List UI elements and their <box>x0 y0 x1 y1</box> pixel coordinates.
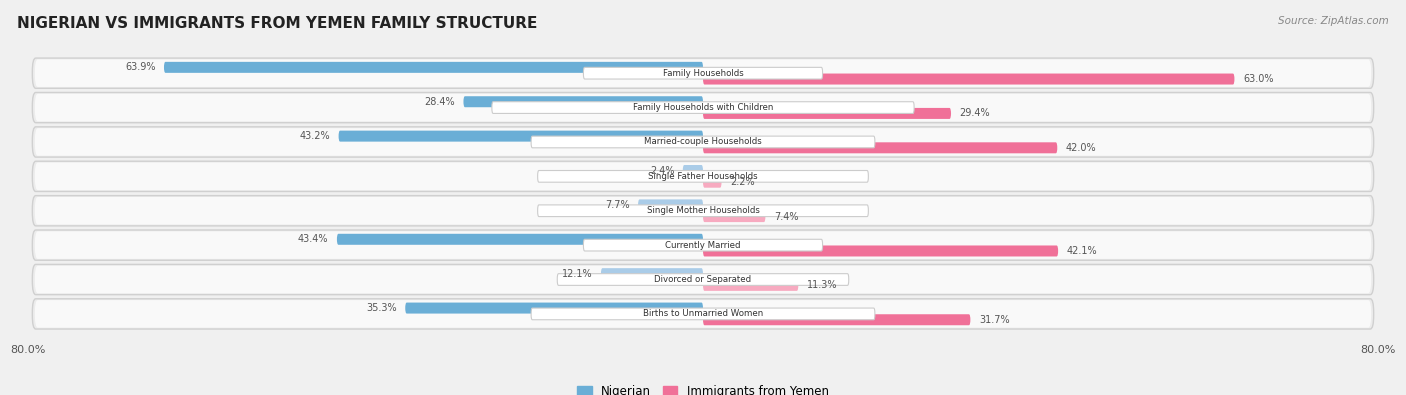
Text: Divorced or Separated: Divorced or Separated <box>654 275 752 284</box>
Text: Source: ZipAtlas.com: Source: ZipAtlas.com <box>1278 16 1389 26</box>
Text: 7.4%: 7.4% <box>773 212 799 222</box>
FancyBboxPatch shape <box>557 274 849 285</box>
FancyBboxPatch shape <box>35 300 1371 328</box>
Text: NIGERIAN VS IMMIGRANTS FROM YEMEN FAMILY STRUCTURE: NIGERIAN VS IMMIGRANTS FROM YEMEN FAMILY… <box>17 16 537 31</box>
Text: 2.4%: 2.4% <box>650 166 675 175</box>
Legend: Nigerian, Immigrants from Yemen: Nigerian, Immigrants from Yemen <box>578 385 828 395</box>
FancyBboxPatch shape <box>703 245 1059 256</box>
Text: 29.4%: 29.4% <box>959 108 990 118</box>
FancyBboxPatch shape <box>531 308 875 320</box>
FancyBboxPatch shape <box>32 92 1374 123</box>
FancyBboxPatch shape <box>703 108 950 119</box>
Text: Single Mother Households: Single Mother Households <box>647 206 759 215</box>
Text: 35.3%: 35.3% <box>366 303 396 313</box>
Text: 7.7%: 7.7% <box>605 200 630 210</box>
FancyBboxPatch shape <box>531 136 875 148</box>
Text: Family Households: Family Households <box>662 69 744 78</box>
FancyBboxPatch shape <box>35 197 1371 224</box>
FancyBboxPatch shape <box>35 163 1371 190</box>
FancyBboxPatch shape <box>703 314 970 325</box>
FancyBboxPatch shape <box>32 161 1374 192</box>
FancyBboxPatch shape <box>32 127 1374 157</box>
Text: 63.9%: 63.9% <box>125 62 156 72</box>
FancyBboxPatch shape <box>583 239 823 251</box>
Text: 31.7%: 31.7% <box>979 315 1010 325</box>
FancyBboxPatch shape <box>405 303 703 314</box>
FancyBboxPatch shape <box>492 102 914 113</box>
FancyBboxPatch shape <box>35 94 1371 121</box>
Text: 11.3%: 11.3% <box>807 280 837 290</box>
Text: 42.1%: 42.1% <box>1067 246 1097 256</box>
FancyBboxPatch shape <box>32 264 1374 295</box>
FancyBboxPatch shape <box>638 199 703 211</box>
Text: Currently Married: Currently Married <box>665 241 741 250</box>
FancyBboxPatch shape <box>703 177 721 188</box>
FancyBboxPatch shape <box>32 196 1374 226</box>
FancyBboxPatch shape <box>537 171 869 182</box>
FancyBboxPatch shape <box>537 205 869 216</box>
FancyBboxPatch shape <box>35 266 1371 293</box>
FancyBboxPatch shape <box>703 73 1234 85</box>
Text: Single Father Households: Single Father Households <box>648 172 758 181</box>
Text: Family Households with Children: Family Households with Children <box>633 103 773 112</box>
Text: 12.1%: 12.1% <box>562 269 592 279</box>
Text: 63.0%: 63.0% <box>1243 74 1274 84</box>
FancyBboxPatch shape <box>35 128 1371 156</box>
FancyBboxPatch shape <box>339 131 703 142</box>
Text: Married-couple Households: Married-couple Households <box>644 137 762 147</box>
FancyBboxPatch shape <box>703 142 1057 153</box>
FancyBboxPatch shape <box>703 280 799 291</box>
FancyBboxPatch shape <box>703 211 765 222</box>
FancyBboxPatch shape <box>35 59 1371 87</box>
FancyBboxPatch shape <box>600 268 703 279</box>
Text: 43.4%: 43.4% <box>298 234 329 244</box>
FancyBboxPatch shape <box>583 67 823 79</box>
Text: Births to Unmarried Women: Births to Unmarried Women <box>643 309 763 318</box>
Text: 2.2%: 2.2% <box>730 177 755 187</box>
Text: 42.0%: 42.0% <box>1066 143 1097 153</box>
FancyBboxPatch shape <box>32 58 1374 88</box>
FancyBboxPatch shape <box>165 62 703 73</box>
FancyBboxPatch shape <box>32 299 1374 329</box>
FancyBboxPatch shape <box>683 165 703 176</box>
FancyBboxPatch shape <box>32 230 1374 260</box>
FancyBboxPatch shape <box>35 231 1371 259</box>
FancyBboxPatch shape <box>337 234 703 245</box>
FancyBboxPatch shape <box>464 96 703 107</box>
Text: 43.2%: 43.2% <box>299 131 330 141</box>
Text: 28.4%: 28.4% <box>425 97 456 107</box>
